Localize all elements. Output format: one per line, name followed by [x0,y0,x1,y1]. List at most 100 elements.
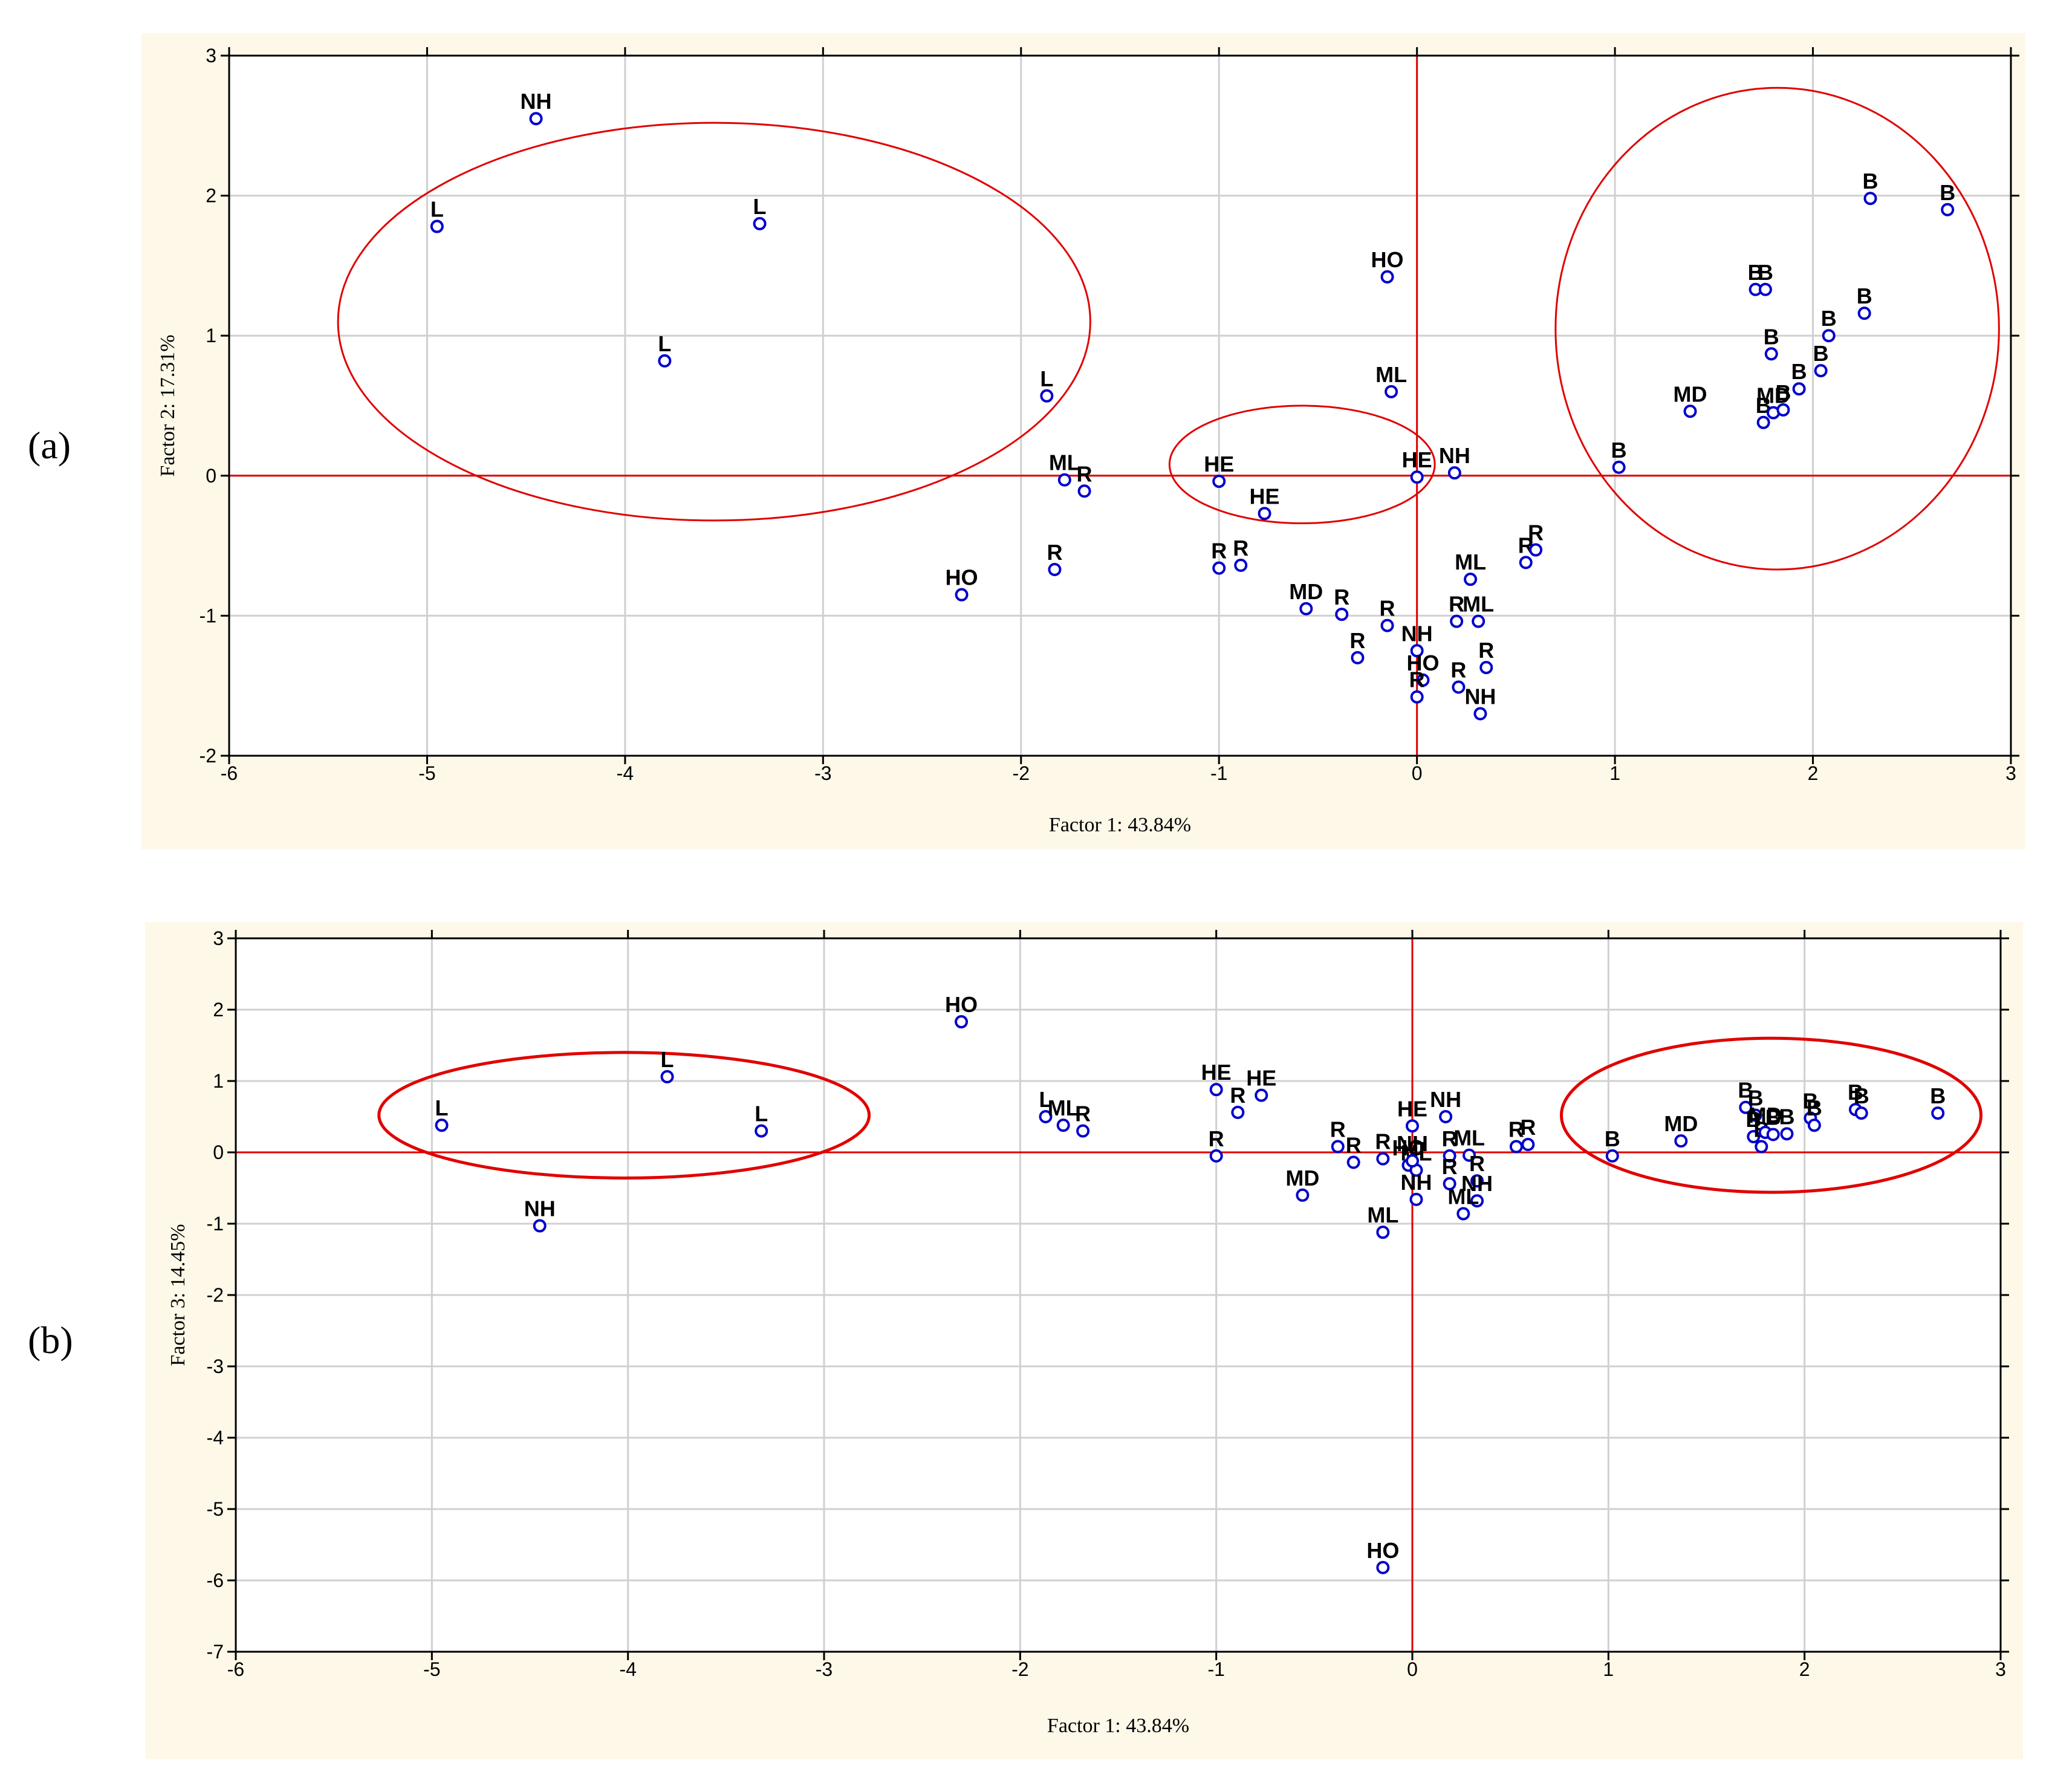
y-axis-title: Factor 2: 17.31% [157,334,179,476]
data-point-label: HO [1371,247,1404,272]
data-point [1470,1174,1484,1188]
data-point [1335,608,1349,622]
data-point-label: B [1802,1088,1818,1113]
data-point-label: R [1375,1129,1391,1154]
cluster-ellipse [337,122,1091,522]
data-point [1439,1110,1453,1123]
data-point-label: B [1791,359,1807,384]
y-tick-label: 3 [213,927,224,949]
data-point-label: NH [1401,621,1433,646]
data-point [1255,1088,1268,1102]
data-point-label: ML [1447,1184,1479,1209]
data-point [1776,403,1790,417]
y-axis-title: Factor 3: 14.45% [167,1224,189,1366]
data-point [1351,651,1365,664]
data-point-label: NH [1397,1131,1428,1156]
data-point-label: L [430,197,444,222]
y-tick-label: -2 [200,745,216,767]
data-point-label: L [1040,366,1053,391]
data-point-label: B [1765,1105,1781,1130]
data-point [1521,1138,1535,1152]
data-point-label: R [1209,1126,1224,1151]
data-point [1376,1226,1390,1239]
data-point-label: HO [946,565,978,590]
data-point-label: L [661,1047,674,1072]
data-point [755,1124,768,1138]
cluster-ellipse [1168,404,1436,525]
data-point [435,1118,449,1132]
data-point-label: R [1211,539,1227,563]
data-point-label: L [753,194,767,219]
data-point [1299,602,1313,615]
data-point [1479,661,1493,675]
x-tick-label: -3 [814,762,831,784]
y-tick-label: -5 [207,1498,224,1520]
data-point [1792,382,1806,396]
data-point-label: NH [1464,684,1496,709]
x-tick-label: -3 [816,1658,833,1680]
data-point [430,219,444,233]
cluster-ellipse [1559,1036,1983,1194]
data-point-label: B [1854,1083,1869,1108]
data-point [1857,307,1871,320]
data-point [1756,415,1770,429]
data-point [753,216,767,230]
data-point [1409,1192,1423,1206]
data-point-label: B [1807,1096,1822,1120]
x-tick-label: -5 [418,762,435,784]
y-tick-label: 2 [213,999,224,1021]
x-tick-label: -6 [221,762,238,784]
data-point-label: B [1605,1126,1620,1151]
data-point-label: L [435,1096,449,1120]
data-point [1406,1154,1419,1168]
y-tick-label: -4 [207,1427,224,1449]
data-point-label: B [1738,1078,1753,1103]
data-point-label: B [1745,1107,1761,1132]
x-tick-label: 3 [2005,762,2016,784]
data-point [1605,1149,1619,1163]
data-point [1447,466,1461,480]
data-point [1410,470,1424,484]
x-tick-label: -1 [1210,762,1227,784]
data-point-label: L [1039,1087,1052,1112]
data-point-label: MD [1289,579,1323,604]
data-point [1209,1083,1223,1097]
data-point [1854,1106,1868,1120]
data-point-label: R [1330,1117,1346,1142]
data-point [1376,1560,1390,1574]
data-point-label: HO [1406,651,1439,675]
data-point [1470,1194,1484,1208]
y-tick-label: 0 [213,1141,224,1163]
data-point [1814,364,1828,378]
data-point [529,112,543,126]
data-point [1380,618,1394,632]
data-point [1234,559,1248,573]
data-point-label: HO [1366,1538,1399,1563]
data-point [1472,614,1485,628]
x-tick-label: 1 [1603,1658,1614,1680]
x-tick-label: 2 [1799,1658,1810,1680]
data-point-label: R [1334,585,1349,609]
x-tick-label: -6 [227,1658,244,1680]
data-point [1296,1188,1310,1202]
data-point-label: B [1813,341,1829,366]
x-tick-label: -2 [1011,1658,1028,1680]
data-point [1755,1140,1768,1154]
data-point [1452,680,1466,694]
data-point [1410,690,1424,704]
data-point-label: HE [1201,1060,1232,1085]
y-tick-label: 2 [206,185,216,207]
x-tick-label: -2 [1013,762,1030,784]
data-point-label: B [1748,260,1764,285]
data-point-label: B [1848,1080,1863,1105]
data-point-label: HE [1250,484,1280,508]
data-point-label: R [1450,658,1466,683]
data-point [1764,347,1778,361]
data-point [1747,1130,1761,1144]
data-point [1941,203,1955,216]
y-tick-label: -6 [207,1570,224,1591]
data-point-label: B [1775,380,1791,405]
data-point-label: B [1821,306,1837,331]
data-point [1048,562,1062,576]
